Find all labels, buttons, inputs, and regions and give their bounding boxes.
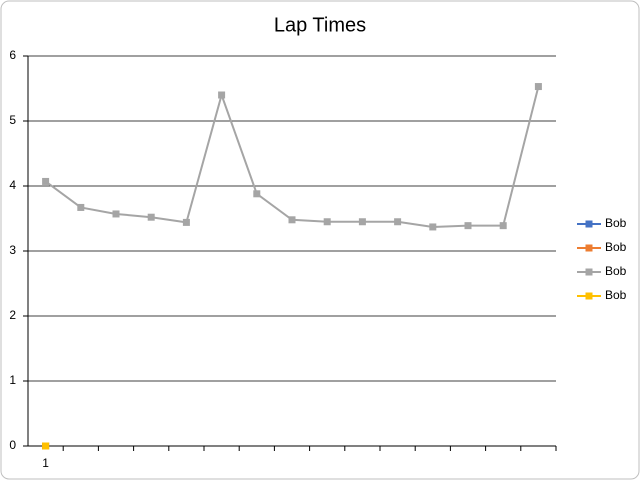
legend-marker	[585, 220, 593, 228]
y-tick-label: 1	[9, 373, 16, 387]
point	[534, 83, 542, 91]
legend-label: Bob	[605, 264, 627, 278]
point	[323, 218, 331, 226]
point	[499, 222, 507, 230]
point	[147, 213, 155, 221]
legend-label: Bob	[605, 240, 627, 254]
y-tick-label: 4	[9, 178, 16, 192]
y-tick-label: 2	[9, 308, 16, 322]
point	[253, 190, 261, 198]
point	[394, 218, 402, 226]
point	[288, 216, 296, 224]
chart-title: Lap Times	[274, 14, 366, 36]
point	[182, 218, 190, 226]
y-tick-label: 3	[9, 243, 16, 257]
point	[464, 222, 472, 230]
point	[42, 177, 50, 185]
legend-label: Bob	[605, 288, 627, 302]
point	[358, 218, 366, 226]
legend-label: Bob	[605, 216, 627, 230]
legend-marker	[585, 268, 593, 276]
legend-marker	[585, 244, 593, 252]
x-tick-label: 1	[42, 456, 49, 470]
point	[218, 91, 226, 99]
y-tick-label: 0	[9, 438, 16, 452]
point	[42, 442, 50, 450]
y-tick-label: 6	[9, 48, 16, 62]
point	[112, 210, 120, 218]
legend-marker	[585, 292, 593, 300]
point	[77, 203, 85, 211]
point	[429, 223, 437, 231]
y-tick-label: 5	[9, 113, 16, 127]
